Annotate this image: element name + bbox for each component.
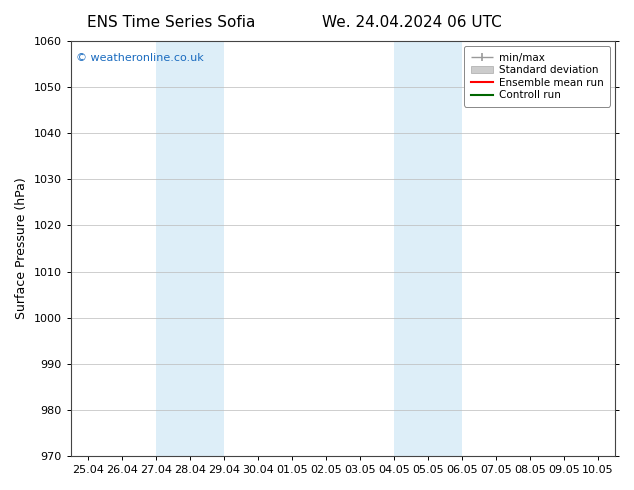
Bar [156,41,224,456]
Legend: min/max, Standard deviation, Ensemble mean run, Controll run: min/max, Standard deviation, Ensemble me… [464,46,610,106]
Y-axis label: Surface Pressure (hPa): Surface Pressure (hPa) [15,178,28,319]
Text: © weatheronline.co.uk: © weatheronline.co.uk [76,53,204,64]
Text: We. 24.04.2024 06 UTC: We. 24.04.2024 06 UTC [322,15,502,30]
Bar [394,41,462,456]
Text: ENS Time Series Sofia: ENS Time Series Sofia [87,15,256,30]
